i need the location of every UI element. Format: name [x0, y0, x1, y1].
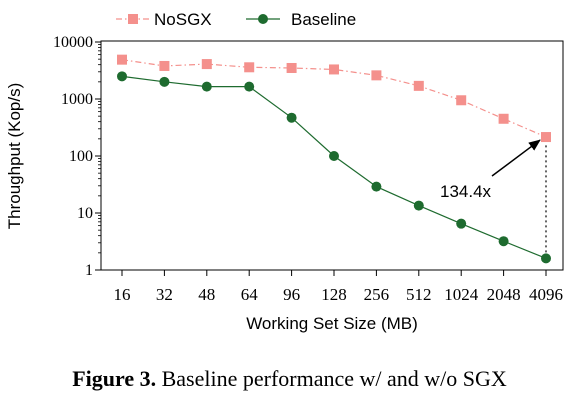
- legend-item-nosgx: NoSGX: [116, 10, 212, 29]
- data-point-nosgx: [286, 62, 297, 73]
- x-tick-label: 256: [364, 285, 390, 304]
- legend: NoSGX Baseline: [116, 10, 356, 29]
- series-layer: [117, 54, 551, 264]
- legend-marker-nosgx: [128, 14, 138, 24]
- x-tick-label: 128: [321, 285, 347, 304]
- annotation-label: 134.4x: [440, 182, 492, 201]
- data-point-nosgx: [498, 113, 509, 124]
- y-tick-label: 1: [85, 262, 93, 279]
- data-point-baseline: [456, 218, 467, 229]
- data-point-baseline: [413, 200, 424, 211]
- y-axis: 1 10 100 1000 10000: [53, 34, 101, 279]
- legend-marker-baseline: [258, 14, 268, 24]
- data-point-nosgx: [456, 95, 467, 106]
- caption-text: Baseline performance w/ and w/o SGX: [156, 366, 507, 391]
- data-point-baseline: [159, 76, 170, 87]
- y-tick-label: 100: [69, 148, 93, 165]
- x-axis-label: Working Set Size (MB): [246, 314, 418, 333]
- x-tick-label: 16: [114, 285, 131, 304]
- data-point-nosgx: [371, 70, 382, 81]
- data-point-baseline: [541, 253, 551, 264]
- x-tick-label: 4096: [529, 285, 563, 304]
- x-tick-label: 32: [156, 285, 173, 304]
- legend-label-nosgx: NoSGX: [154, 10, 212, 29]
- data-point-nosgx: [413, 80, 424, 91]
- data-point-baseline: [201, 81, 212, 92]
- figure-caption: Figure 3. Baseline performance w/ and w/…: [0, 366, 579, 392]
- x-tick-label: 512: [406, 285, 432, 304]
- x-tick-label: 1024: [444, 285, 479, 304]
- data-point-nosgx: [244, 62, 255, 73]
- x-tick-label: 48: [198, 285, 215, 304]
- data-point-baseline: [371, 181, 382, 192]
- series-baseline: [117, 71, 551, 264]
- y-tick-label: 10000: [53, 34, 93, 51]
- x-tick-label: 2048: [487, 285, 521, 304]
- data-point-baseline: [244, 81, 255, 92]
- data-point-nosgx: [329, 64, 339, 75]
- series-line-baseline: [121, 75, 547, 259]
- legend-item-baseline: Baseline: [246, 10, 356, 29]
- x-tick-label: 96: [283, 285, 300, 304]
- data-point-nosgx: [117, 54, 127, 65]
- x-tick-label: 64: [241, 285, 259, 304]
- legend-label-baseline: Baseline: [291, 10, 356, 29]
- y-tick-label: 10: [77, 205, 93, 222]
- data-point-baseline: [498, 236, 509, 247]
- data-point-nosgx: [201, 59, 212, 70]
- annotation-layer: 134.4x: [440, 139, 547, 253]
- y-tick-label: 1000: [61, 91, 93, 108]
- data-point-nosgx: [541, 132, 551, 143]
- data-point-baseline: [329, 151, 339, 161]
- chart: NoSGX Baseline 1 10 100 1000 10000 16 32 48 64 9…: [5, 10, 564, 333]
- annotation-arrow: [491, 139, 541, 177]
- series-nosgx: [117, 54, 551, 143]
- y-axis-label: Throughput (Kop/s): [5, 83, 24, 229]
- data-point-baseline: [117, 71, 127, 82]
- data-point-baseline: [286, 112, 297, 123]
- x-axis: 16 32 48 64 96 128 256 512 1024 2048 4096: [114, 270, 563, 304]
- caption-label: Figure 3.: [72, 366, 157, 391]
- data-point-nosgx: [159, 60, 170, 71]
